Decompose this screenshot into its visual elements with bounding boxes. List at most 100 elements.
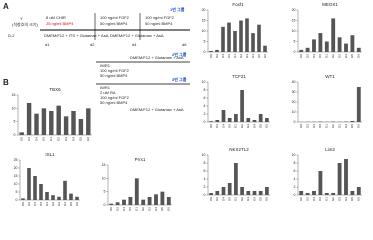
x-tick-label: G1	[325, 124, 329, 128]
y-tick-label: 0	[16, 198, 18, 202]
x-tick-label: G1	[234, 124, 238, 128]
x-tick-label: D2	[305, 54, 309, 58]
start: D-2	[8, 33, 15, 38]
bar	[78, 119, 84, 135]
x-tick-label: G5	[350, 124, 354, 128]
bar	[312, 39, 316, 52]
bar	[57, 196, 61, 200]
x-tick-label: G1	[234, 197, 238, 201]
y-tick-label: 6	[294, 169, 296, 173]
bar	[227, 22, 231, 52]
factor: 50 ng/ml BMP4	[100, 73, 128, 78]
x-tick-label: D4	[312, 197, 316, 201]
y-tick-label: 0	[294, 193, 296, 197]
x-tick-label: G3	[337, 124, 341, 128]
bar	[41, 108, 47, 135]
bar	[233, 31, 237, 52]
bar	[227, 183, 232, 195]
bar	[115, 202, 120, 205]
x-tick-label: G2	[51, 202, 55, 206]
x-tick-label: D6	[318, 197, 322, 201]
bar	[305, 47, 310, 52]
y-tick-label: 10	[202, 29, 206, 33]
bar	[356, 187, 361, 195]
x-tick-label: G3	[246, 197, 250, 201]
x-tick-label: D4	[34, 137, 38, 141]
x-tick-label: G4	[71, 137, 75, 141]
y-tick-label: 0	[104, 203, 106, 207]
factor: 50 ng/ml BMP4	[145, 21, 173, 26]
chart-title: Lim2	[325, 147, 335, 152]
y-tick-label: 6	[204, 169, 206, 173]
panel-label: A	[3, 2, 9, 11]
factor: 8 uM CHIR	[46, 15, 66, 20]
x-tick-label: G3	[57, 202, 61, 206]
x-tick-label: D6	[318, 124, 322, 128]
y-tick-label: 15	[292, 18, 296, 22]
bar	[51, 195, 55, 200]
bar	[215, 49, 219, 52]
y-tick-label: 0	[294, 50, 296, 54]
y-tick-label: 0	[14, 133, 16, 137]
chart-title: ISL1	[45, 152, 55, 157]
factor: 2 uM RA	[100, 90, 116, 95]
y-tick-label: 8	[204, 88, 206, 92]
bar	[257, 24, 261, 52]
x-tick-label: D2	[215, 197, 219, 201]
bar	[71, 111, 76, 135]
y-tick-label: 5	[14, 120, 16, 124]
bar	[252, 191, 257, 195]
y-tick-label: 30	[292, 90, 296, 94]
bar	[86, 108, 91, 135]
bar	[337, 163, 342, 195]
bar	[128, 197, 133, 205]
x-tick-label: D2	[27, 202, 31, 206]
figure: A B 1번 그룹 Y (석창호의 크기) D-2 8 uM CHIR 25 n…	[3, 2, 362, 212]
bar	[63, 116, 69, 135]
y-tick-label: 0	[294, 120, 296, 124]
x-tick-label: G5	[350, 54, 354, 58]
bar	[252, 120, 257, 122]
bar	[299, 49, 304, 52]
x-tick-label: D6	[227, 124, 231, 128]
x-tick-label: D0	[209, 54, 213, 58]
medium: DMEM/F12 + Glutamax + AsA	[130, 107, 184, 112]
bar	[246, 191, 251, 195]
x-tick-label: D2	[115, 207, 119, 211]
x-tick-label: D0	[209, 124, 213, 128]
x-tick-label: G5	[160, 207, 164, 211]
x-tick-label: G6	[263, 54, 267, 58]
y-tick-label: 2	[294, 185, 296, 189]
factor: 50 ng/ml BMP4	[100, 100, 128, 105]
bar	[34, 113, 39, 135]
y-tick-label: 15	[12, 93, 16, 97]
x-tick-label: D0	[209, 197, 213, 201]
x-tick-label: D4	[312, 54, 316, 58]
y-tick-label: 4	[204, 104, 206, 108]
factor: IWR1	[100, 85, 111, 90]
bar	[344, 121, 348, 122]
bar	[337, 37, 342, 52]
x-tick-label: D4	[312, 124, 316, 128]
y-tick-label: 15	[102, 163, 106, 167]
x-tick-label: D6	[128, 207, 132, 211]
x-tick-label: G3	[337, 197, 341, 201]
bar	[154, 194, 158, 205]
bar	[356, 47, 361, 52]
x-tick-label: D2	[305, 124, 309, 128]
x-tick-label: D4	[221, 197, 225, 201]
x-tick-label: G1	[233, 54, 237, 58]
bar	[299, 191, 304, 195]
chart-title: Prrx1	[135, 157, 146, 162]
y-tick-label: 15	[14, 174, 18, 178]
bar	[312, 191, 316, 195]
bar	[26, 103, 32, 135]
y-tick-label: 5	[104, 190, 106, 194]
chart-title: MEOX1	[322, 2, 338, 7]
x-tick-label: G4	[252, 197, 256, 201]
x-tick-label: G5	[258, 197, 262, 201]
x-tick-label: G6	[265, 124, 269, 128]
bar	[141, 199, 146, 205]
y-tick-label: 10	[102, 176, 106, 180]
bar	[258, 191, 263, 195]
